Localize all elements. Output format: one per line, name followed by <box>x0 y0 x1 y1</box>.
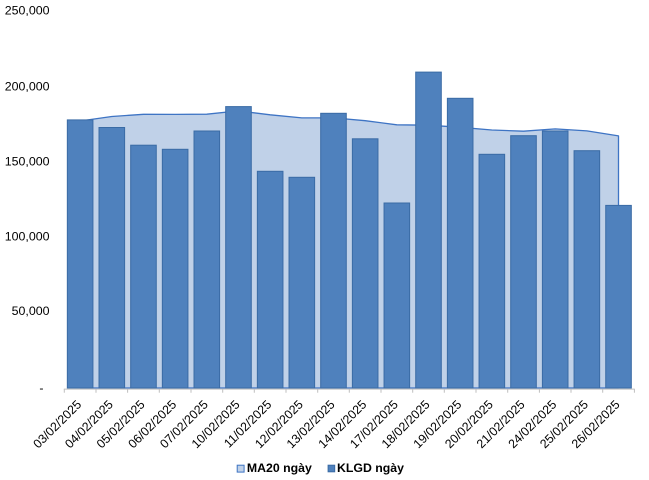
svg-text:150,000: 150,000 <box>5 155 50 169</box>
svg-text:200,000: 200,000 <box>5 79 50 93</box>
svg-text:100,000: 100,000 <box>5 230 50 244</box>
svg-text:250,000: 250,000 <box>5 3 50 17</box>
svg-text:-: - <box>39 381 43 395</box>
svg-text:KLGD ngày: KLGD ngày <box>337 461 404 475</box>
svg-text:MA20 ngày: MA20 ngày <box>247 461 312 475</box>
svg-text:50,000: 50,000 <box>12 304 50 318</box>
